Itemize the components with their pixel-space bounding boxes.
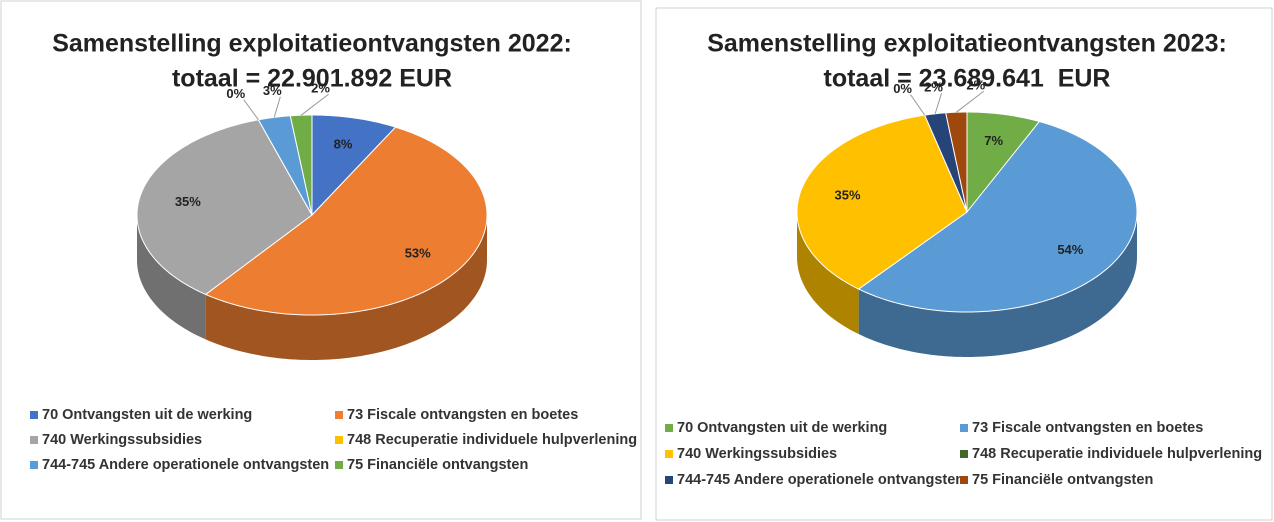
leader-line <box>300 93 329 116</box>
leader-line <box>956 90 985 113</box>
legend-label: 748 Recuperatie individuele hulpverlenin… <box>972 446 1262 462</box>
slice <box>857 120 1138 313</box>
legend-swatch <box>335 436 343 444</box>
legend-swatch <box>335 461 343 469</box>
legend-swatch <box>665 424 673 432</box>
data-label: 0% <box>226 86 245 101</box>
leader-line <box>910 94 926 116</box>
slice-side <box>858 212 1137 357</box>
legend-label: 70 Ontvangsten uit de werking <box>42 407 252 423</box>
legend-label: 73 Fiscale ontvangsten en boetes <box>347 407 578 423</box>
chart-title: Samenstelling exploitatieontvangsten 202… <box>707 30 1227 58</box>
data-label: 2% <box>311 81 330 96</box>
slice <box>204 126 488 316</box>
legend-label: 744-745 Andere operationele ontvangsten <box>677 472 964 488</box>
leader-line <box>934 92 943 114</box>
leader-line <box>243 99 259 121</box>
data-label: 0% <box>893 81 912 96</box>
legend-swatch <box>30 436 38 444</box>
chart-subtitle: totaal = 22.901.892 EUR <box>172 65 452 93</box>
slice-side <box>797 212 859 335</box>
legend-label: 744-745 Andere operationele ontvangsten <box>42 457 329 473</box>
legend-swatch <box>960 450 968 458</box>
data-label: 54% <box>1057 242 1083 257</box>
legend-label: 75 Financiële ontvangsten <box>347 457 528 473</box>
legend-label: 70 Ontvangsten uit de werking <box>677 420 887 436</box>
data-label: 2% <box>924 80 943 95</box>
legend-label: 740 Werkingssubsidies <box>42 432 202 448</box>
legend-swatch <box>335 411 343 419</box>
chart-title: Samenstelling exploitatieontvangsten 202… <box>52 30 572 58</box>
data-label: 35% <box>175 194 201 209</box>
slice <box>945 111 968 213</box>
legend-label: 748 Recuperatie individuele hulpverlenin… <box>347 432 637 448</box>
slice <box>796 114 968 290</box>
leader-line <box>273 96 281 118</box>
slice-side <box>205 215 487 360</box>
legend-swatch <box>30 411 38 419</box>
slice <box>924 112 968 213</box>
slice <box>966 111 1041 214</box>
data-label: 7% <box>984 133 1003 148</box>
legend-swatch <box>665 476 673 484</box>
legend-swatch <box>960 424 968 432</box>
slice <box>311 114 397 217</box>
legend-label: 73 Fiscale ontvangsten en boetes <box>972 420 1203 436</box>
legend-swatch <box>30 461 38 469</box>
data-label: 35% <box>835 188 861 203</box>
legend-swatch <box>960 476 968 484</box>
data-label: 2% <box>966 78 985 93</box>
slice <box>136 119 313 295</box>
data-label: 53% <box>405 246 431 261</box>
slice <box>289 114 313 216</box>
legend-swatch <box>665 450 673 458</box>
data-label: 8% <box>334 137 353 152</box>
data-label: 3% <box>263 83 282 98</box>
legend-label: 75 Financiële ontvangsten <box>972 472 1153 488</box>
legend-label: 740 Werkingssubsidies <box>677 446 837 462</box>
slice-side <box>137 215 206 340</box>
chart-subtitle: totaal = 23.689.641 EUR <box>824 65 1111 93</box>
